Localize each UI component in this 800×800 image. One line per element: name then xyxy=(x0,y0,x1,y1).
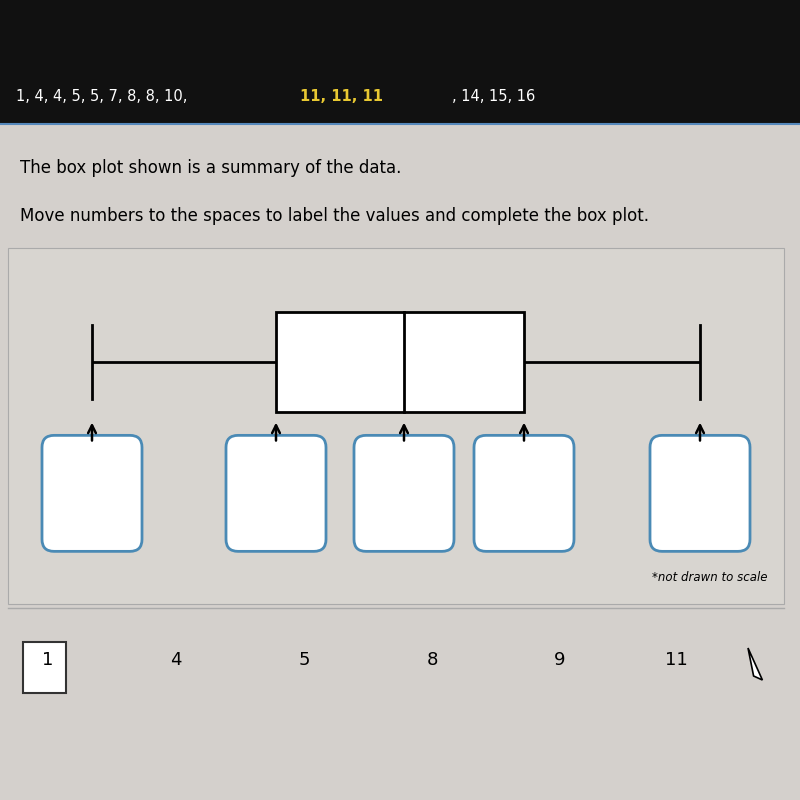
Text: 9: 9 xyxy=(554,651,566,669)
FancyBboxPatch shape xyxy=(474,435,574,551)
Text: 5: 5 xyxy=(298,651,310,669)
Text: 11: 11 xyxy=(665,651,687,669)
Bar xyxy=(8,248,784,604)
Bar xyxy=(276,312,524,412)
FancyBboxPatch shape xyxy=(226,435,326,551)
Text: *not drawn to scale: *not drawn to scale xyxy=(653,571,768,584)
Text: , 14, 15, 16: , 14, 15, 16 xyxy=(452,89,535,104)
Bar xyxy=(0,124,800,800)
Text: The box plot shown is a summary of the data.: The box plot shown is a summary of the d… xyxy=(20,159,402,177)
Text: 8: 8 xyxy=(426,651,438,669)
Bar xyxy=(0,0,800,124)
Text: 4: 4 xyxy=(170,651,182,669)
Polygon shape xyxy=(748,648,762,680)
FancyBboxPatch shape xyxy=(42,435,142,551)
FancyBboxPatch shape xyxy=(354,435,454,551)
FancyBboxPatch shape xyxy=(650,435,750,551)
Text: 11, 11, 11: 11, 11, 11 xyxy=(300,89,383,104)
Text: 1: 1 xyxy=(42,651,54,669)
Text: 1, 4, 4, 5, 5, 7, 8, 8, 10,: 1, 4, 4, 5, 5, 7, 8, 8, 10, xyxy=(16,89,192,104)
FancyBboxPatch shape xyxy=(23,642,66,693)
Text: Move numbers to the spaces to label the values and complete the box plot.: Move numbers to the spaces to label the … xyxy=(20,207,649,225)
